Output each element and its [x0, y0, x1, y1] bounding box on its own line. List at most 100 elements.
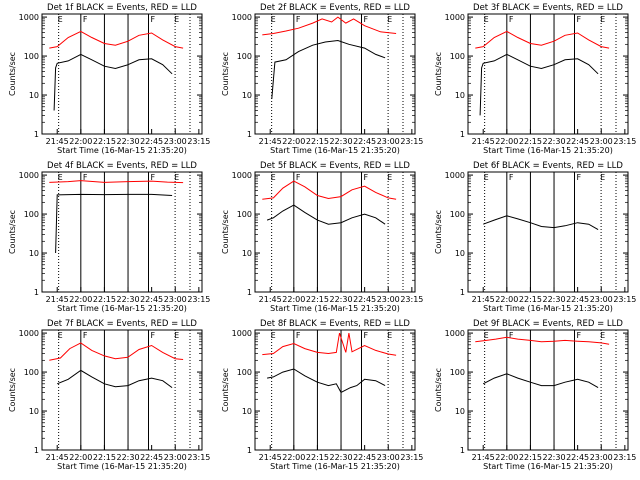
y-tick-label: 1000 [445, 13, 465, 22]
x-tick-label: 22:15 [93, 137, 116, 146]
panel-det-7: Det 7f BLACK = Events, RED = LLD E F F E 1 10 1… [8, 319, 210, 471]
y-axis-label: Counts/sec [434, 368, 443, 412]
marker-label: E [271, 173, 276, 182]
y-tick-label: 1000 [232, 171, 252, 180]
x-tick-label: 22:00 [495, 453, 518, 462]
marker-label: F [363, 15, 368, 24]
x-tick-label: 22:45 [353, 137, 376, 146]
marker-label: E [271, 15, 276, 24]
marker-label: E [387, 331, 392, 340]
x-tick-label: 22:30 [543, 137, 566, 146]
y-tick-label: 100 [450, 368, 465, 377]
x-tick-label: 22:15 [519, 295, 542, 304]
x-tick-label: 23:15 [613, 295, 636, 304]
panel-title: Det 8f BLACK = Events, RED = LLD [260, 319, 410, 329]
panel-det-5: Det 5f BLACK = Events, RED = LLD E F F E 1 10 1… [221, 161, 423, 313]
marker-label: E [387, 15, 392, 24]
y-tick-label: 1000 [19, 171, 39, 180]
x-tick-label: 22:45 [140, 453, 163, 462]
marker-label: F [83, 331, 88, 340]
y-tick-label: 1 [460, 446, 465, 455]
marker-label: F [150, 331, 155, 340]
y-tick-label: 10 [242, 407, 252, 416]
y-tick-label: 10 [455, 407, 465, 416]
y-axis-label: Counts/sec [434, 52, 443, 96]
x-tick-label: 22:30 [117, 295, 140, 304]
y-tick-label: 1 [247, 130, 252, 139]
plot-frame [254, 171, 416, 293]
panel-title: Det 1f BLACK = Events, RED = LLD [47, 3, 197, 13]
x-axis-label: Start Time (16-Mar-15 21:35:20) [270, 304, 400, 313]
y-tick-label: 10 [29, 249, 39, 258]
series-line-events [271, 39, 386, 99]
panel-title: Det 4f BLACK = Events, RED = LLD [47, 161, 197, 171]
marker-label: E [600, 15, 605, 24]
y-tick-label: 1000 [19, 329, 39, 338]
panel-title: Det 9f BLACK = Events, RED = LLD [473, 319, 623, 329]
x-tick-label: 21:45 [259, 453, 282, 462]
y-axis-label: Counts/sec [8, 210, 17, 254]
x-tick-label: 23:00 [377, 137, 400, 146]
y-tick-label: 10 [455, 249, 465, 258]
x-axis-label: Start Time (16-Mar-15 21:35:20) [270, 146, 400, 155]
plot-frame [467, 329, 629, 451]
plot-frame [41, 171, 203, 293]
y-axis-label: Counts/sec [8, 52, 17, 96]
marker-label: F [150, 15, 155, 24]
x-axis-label: Start Time (16-Mar-15 21:35:20) [483, 304, 613, 313]
marker-label: F [509, 15, 514, 24]
x-tick-label: 22:15 [306, 453, 329, 462]
x-tick-label: 22:00 [282, 137, 305, 146]
marker-label: F [83, 173, 88, 182]
x-tick-label: 21:45 [472, 137, 495, 146]
x-tick-label: 22:30 [543, 453, 566, 462]
marker-label: E [484, 173, 489, 182]
panel-det-2: Det 2f BLACK = Events, RED = LLD E F F E 1 10 1… [221, 3, 423, 155]
series-line-events [266, 204, 386, 225]
x-tick-label: 23:00 [377, 295, 400, 304]
y-tick-label: 1000 [232, 13, 252, 22]
y-tick-label: 10 [29, 407, 39, 416]
y-tick-label: 100 [24, 368, 39, 377]
panel-title: Det 6f BLACK = Events, RED = LLD [473, 161, 623, 171]
series-line-lld [49, 342, 184, 361]
x-tick-label: 22:15 [519, 453, 542, 462]
x-tick-label: 22:45 [353, 295, 376, 304]
x-tick-label: 22:30 [117, 453, 140, 462]
series-line-lld [475, 336, 610, 345]
y-tick-label: 1000 [19, 13, 39, 22]
series-line-events [482, 373, 599, 389]
marker-label: E [174, 15, 179, 24]
x-axis-label: Start Time (16-Mar-15 21:35:20) [483, 462, 613, 471]
y-tick-label: 100 [237, 210, 252, 219]
y-tick-label: 1000 [445, 329, 465, 338]
x-tick-label: 23:15 [613, 137, 636, 146]
y-tick-label: 1000 [232, 329, 252, 338]
x-tick-label: 22:30 [330, 295, 353, 304]
x-tick-label: 22:30 [330, 137, 353, 146]
y-tick-label: 1 [34, 446, 39, 455]
x-axis-label: Start Time (16-Mar-15 21:35:20) [57, 146, 187, 155]
marker-label: E [600, 331, 605, 340]
marker-label: E [484, 331, 489, 340]
x-tick-label: 23:00 [164, 453, 187, 462]
panel-det-9: Det 9f BLACK = Events, RED = LLD E F F E 1 10 1… [434, 319, 636, 471]
series-line-events [53, 53, 173, 111]
series-line-lld [49, 30, 184, 49]
series-line-lld [262, 16, 397, 36]
series-line-lld [262, 332, 397, 356]
x-tick-label: 22:15 [519, 137, 542, 146]
y-tick-label: 100 [450, 52, 465, 61]
plot-frame [254, 13, 416, 135]
x-tick-label: 22:45 [140, 137, 163, 146]
plot-frame [467, 13, 629, 135]
x-tick-label: 23:15 [400, 453, 423, 462]
y-tick-label: 100 [24, 52, 39, 61]
y-tick-label: 10 [29, 91, 39, 100]
plot-frame [41, 13, 203, 135]
x-axis-label: Start Time (16-Mar-15 21:35:20) [57, 304, 187, 313]
x-tick-label: 23:00 [590, 453, 613, 462]
marker-label: F [576, 15, 581, 24]
x-axis-label: Start Time (16-Mar-15 21:35:20) [270, 462, 400, 471]
